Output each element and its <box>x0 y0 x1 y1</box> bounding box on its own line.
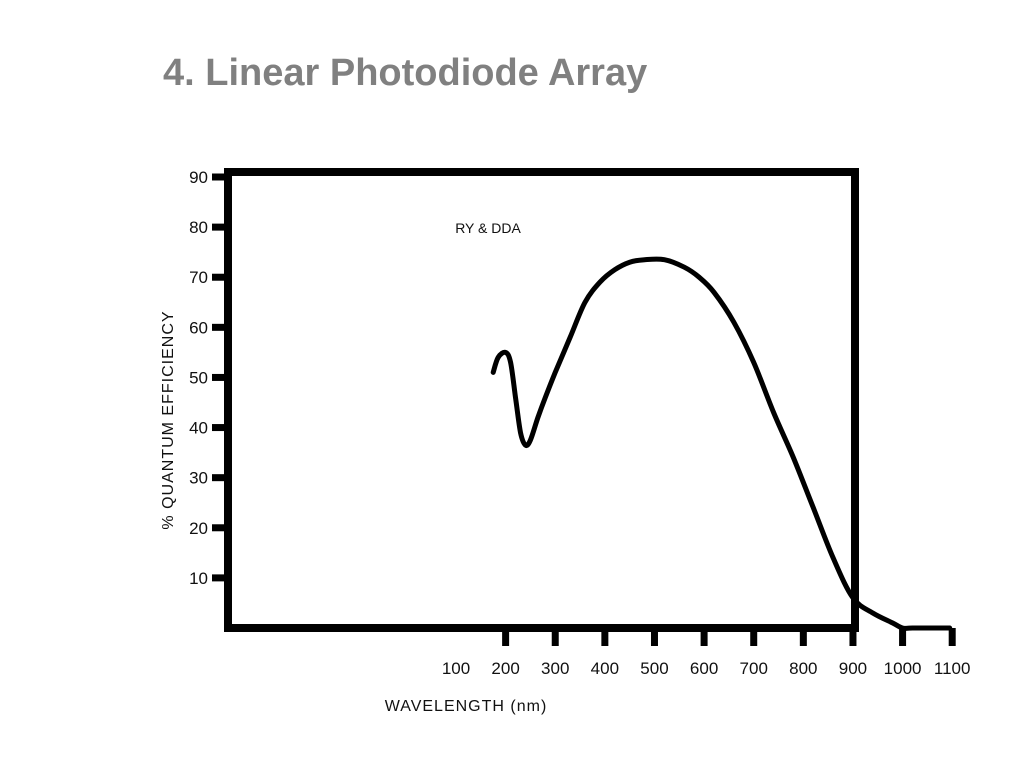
efficiency-curve <box>490 256 953 631</box>
y-tick <box>212 373 228 381</box>
slide-title: 4. Linear Photodiode Array <box>163 52 648 94</box>
x-tick-label: 800 <box>789 659 817 678</box>
y-tick-label: 90 <box>189 168 208 187</box>
y-tick <box>212 474 228 482</box>
x-tick <box>700 628 708 646</box>
x-tick <box>502 628 510 646</box>
y-tick <box>212 424 228 432</box>
y-tick <box>212 323 228 331</box>
x-tick <box>601 628 609 646</box>
y-tick-label: 40 <box>189 419 208 438</box>
y-tick <box>212 273 228 281</box>
x-tick <box>849 628 857 646</box>
x-tick-label: 700 <box>740 659 768 678</box>
y-tick-label: 50 <box>189 368 208 387</box>
y-tick <box>212 524 228 532</box>
y-tick-label: 80 <box>189 218 208 237</box>
y-axis-title: % QUANTUM EFFICIENCY <box>160 310 177 529</box>
x-tick-label: 900 <box>839 659 867 678</box>
x-tick <box>650 628 658 646</box>
y-tick <box>212 574 228 582</box>
y-tick-label: 10 <box>189 569 208 588</box>
y-tick <box>212 173 228 181</box>
plot-frame <box>224 168 859 632</box>
x-tick <box>899 628 907 646</box>
x-axis-title: WAVELENGTH (nm) <box>385 698 548 715</box>
x-tick <box>551 628 559 646</box>
curve-annotation: RY & DDA <box>455 220 521 236</box>
x-tick-label: 1100 <box>934 659 971 678</box>
x-tick-label: 200 <box>491 659 519 678</box>
y-tick-label: 70 <box>189 268 208 287</box>
x-tick-label: 1000 <box>884 659 922 678</box>
x-tick-label: 400 <box>591 659 619 678</box>
x-tick-label: 100 <box>442 659 470 678</box>
y-tick <box>212 223 228 231</box>
x-tick-label: 600 <box>690 659 718 678</box>
x-tick-label: 300 <box>541 659 569 678</box>
x-tick <box>750 628 758 646</box>
x-tick-label: 500 <box>640 659 668 678</box>
x-tick <box>948 628 956 646</box>
y-tick-label: 20 <box>189 519 208 538</box>
y-tick-label: 30 <box>189 469 208 488</box>
x-tick <box>799 628 807 646</box>
y-tick-label: 60 <box>189 318 208 337</box>
